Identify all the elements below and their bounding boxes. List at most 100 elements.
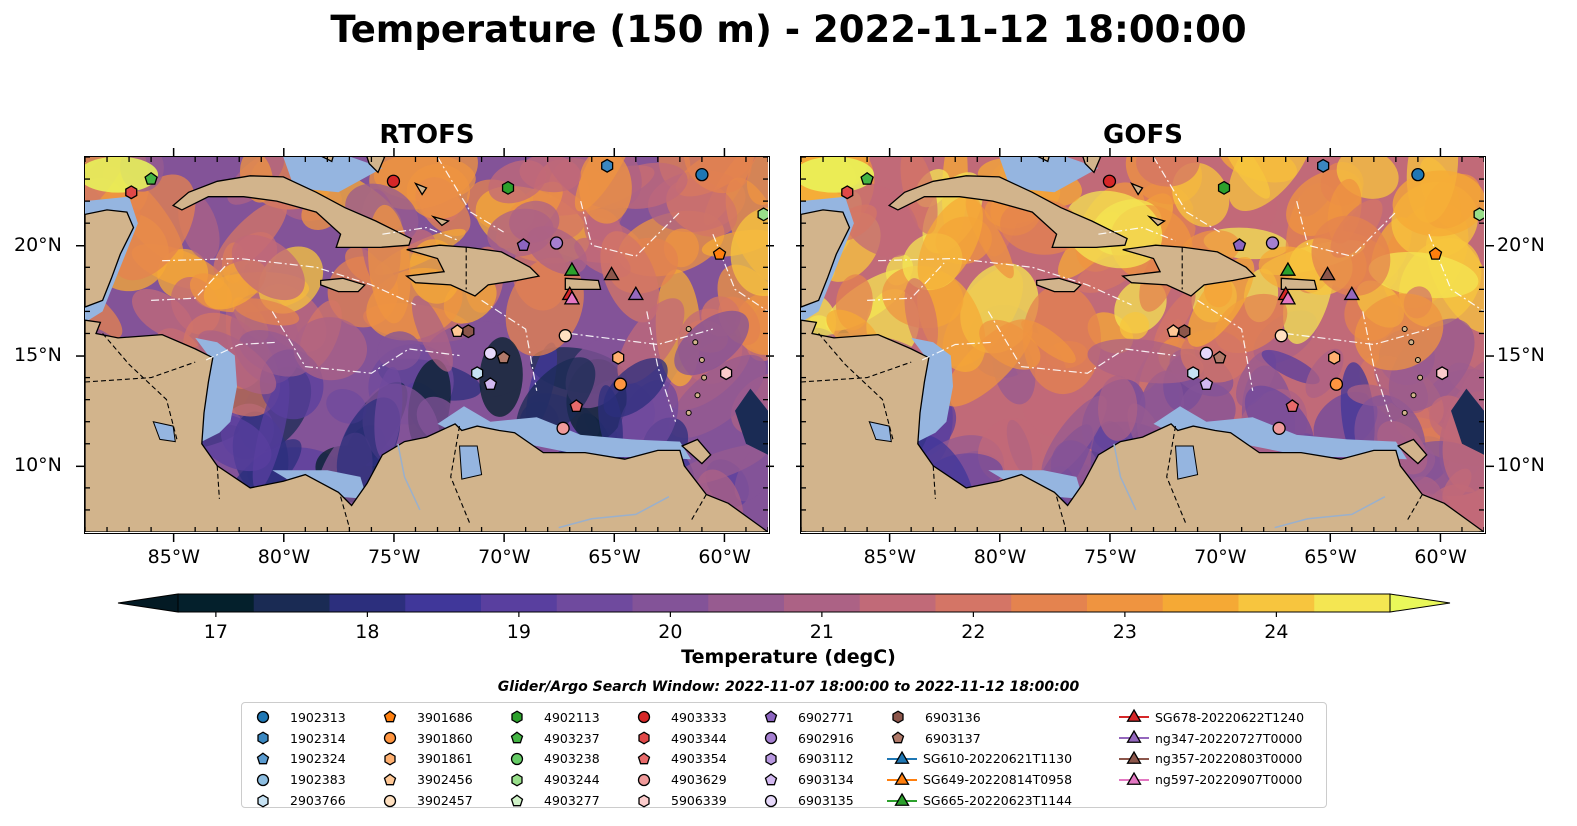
colorbar-segment [935, 594, 1012, 612]
legend-item: 4903354 [633, 749, 727, 770]
rtofs-circle-marker [695, 167, 709, 182]
legend-marker-icon [511, 773, 523, 787]
rtofs-map-canvas [85, 157, 768, 532]
observation-markers [125, 158, 768, 435]
colorbar-segment [405, 594, 482, 612]
legend-column: 4903333 4903344 4903354 4903629 5906339 [633, 707, 727, 811]
gofs-circle-marker [1265, 236, 1280, 250]
legend-label: SG665-20220623T1144 [923, 793, 1073, 809]
rtofs-hexagon-marker [462, 324, 475, 339]
legend-item: 6903136 [887, 707, 1072, 728]
gofs-circle-marker [1102, 174, 1117, 188]
legend-item: SG610-20220621T1130 [887, 749, 1072, 770]
legend-label: 6903136 [925, 709, 981, 725]
legend-hexagon-icon [257, 794, 269, 808]
legend-pentagon-icon [383, 710, 397, 723]
legend-marker-icon [257, 794, 269, 808]
legend-item: 3901686 [379, 707, 473, 728]
gofs-circle-marker [1329, 377, 1344, 391]
legend-item: 4902113 [506, 707, 600, 728]
legend-marker-icon [887, 792, 917, 806]
legend-circle-icon [383, 732, 397, 745]
legend-item: 4903629 [633, 769, 727, 790]
colorbar-tick-label: 23 [1113, 621, 1137, 643]
gofs-hexagon-marker [841, 185, 854, 200]
lat-tick-label: 10°N [14, 454, 62, 477]
land-masses [85, 157, 768, 532]
legend-item: ng357-20220803T0000 [1119, 749, 1304, 770]
figure-title: Temperature (150 m) - 2022-11-12 18:00:0… [330, 8, 1247, 51]
colorbar-label: Temperature (degC) [681, 646, 896, 668]
colorbar-tick-label: 24 [1264, 621, 1288, 643]
lat-tick-label: 15°N [14, 344, 62, 367]
colorbar-segment [1238, 594, 1315, 612]
colorbar-segment [253, 594, 330, 612]
gofs-circle-marker [1199, 346, 1214, 360]
legend-marker-icon [510, 731, 524, 744]
legend-item: 6903137 [887, 728, 1072, 749]
legend-circle-icon [764, 732, 778, 745]
legend-label: SG610-20220621T1130 [923, 751, 1073, 767]
rtofs-circle-marker [613, 377, 628, 391]
rtofs-circle-marker [483, 346, 498, 360]
legend-label: 4903277 [544, 793, 600, 809]
rtofs-hexagon-marker [501, 180, 515, 195]
legend-circle-icon [256, 773, 270, 786]
rtofs-triangle-marker [603, 266, 620, 281]
legend-marker-icon [1119, 729, 1149, 744]
legend-hexagon-icon [257, 731, 269, 745]
rtofs-circle-marker [558, 329, 572, 343]
lat-tick-label: 20°N [1497, 233, 1545, 256]
rtofs-triangle-marker [627, 285, 644, 301]
map-gofs [800, 156, 1486, 534]
colorbar-segment [1162, 594, 1239, 612]
rtofs-hexagon-marker [125, 185, 138, 200]
legend-item: 3902457 [379, 790, 473, 811]
legend-hexagon-icon [892, 710, 904, 724]
rtofs-hexagon-marker [612, 350, 625, 365]
legend-marker-icon [511, 710, 523, 724]
colorbar-tick-label: 17 [204, 621, 228, 643]
legend-label: ng357-20220803T0000 [1155, 751, 1303, 767]
lon-tick-label: 85°W [863, 546, 917, 568]
legend-label: 5906339 [671, 793, 727, 809]
legend-item: 6902916 [760, 728, 854, 749]
legend-label: 3902456 [417, 772, 473, 788]
legend-label: 6903112 [798, 751, 854, 767]
legend-label: 4903354 [671, 751, 727, 767]
gofs-hexagon-marker [1328, 350, 1341, 365]
legend-label: ng347-20220727T0000 [1155, 730, 1303, 746]
lon-tick-label: 80°W [973, 546, 1027, 568]
lat-tick-label: 15°N [1497, 344, 1545, 367]
legend-item: 3902456 [379, 769, 473, 790]
legend-marker-icon [637, 752, 651, 765]
legend-item: 6903134 [760, 769, 854, 790]
rtofs-circle-marker [549, 236, 564, 250]
legend-item: 5906339 [633, 790, 727, 811]
rtofs-pentagon-marker [144, 171, 158, 185]
legend-marker-icon [765, 752, 777, 766]
legend-item: SG649-20220814T0958 [887, 769, 1072, 790]
legend-item: 4903237 [506, 728, 600, 749]
rtofs-hexagon-marker [471, 366, 484, 381]
legend-label: 4902113 [544, 709, 600, 725]
legend-marker-icon [510, 793, 524, 806]
colorbar-tick-label: 19 [507, 621, 531, 643]
map-rtofs [84, 156, 770, 534]
legend-column: 6903136 6903137 SG610-20220621T1130 SG649-2… [887, 707, 1072, 811]
legend-circle-icon [256, 711, 270, 724]
colorbar-tick-label: 20 [658, 621, 682, 643]
gofs-circle-marker [1411, 167, 1425, 182]
gofs-circle-marker [1272, 421, 1286, 435]
legend-marker-icon [1119, 709, 1149, 723]
legend-item: 4903238 [506, 749, 600, 770]
colorbar-tick-label: 22 [961, 621, 985, 643]
legend-marker-icon [887, 750, 917, 764]
legend-pentagon-icon [256, 752, 270, 765]
gofs-map-canvas [801, 157, 1484, 532]
legend-marker-icon [383, 732, 397, 745]
legend-marker-icon [383, 710, 397, 723]
rtofs-pentagon-marker [712, 246, 727, 260]
legend-item: 4903344 [633, 728, 727, 749]
gofs-hexagon-marker [1436, 366, 1449, 381]
